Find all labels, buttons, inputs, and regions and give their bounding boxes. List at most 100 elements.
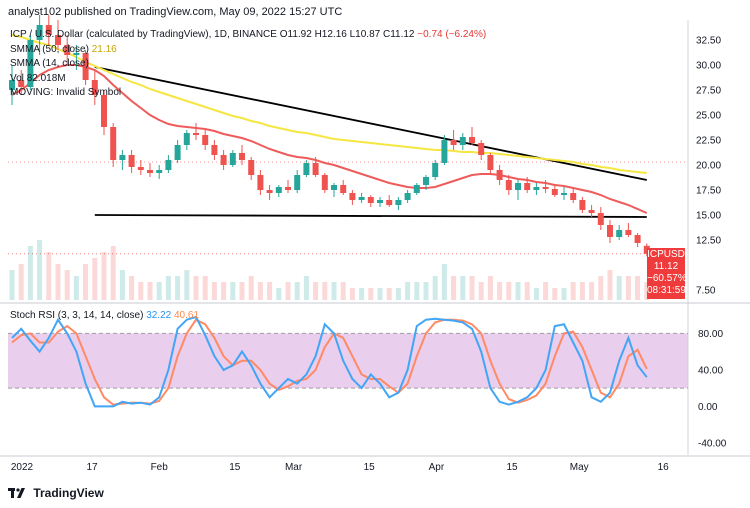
volume-bar [83,264,89,300]
candle [441,135,448,165]
candle [27,35,34,90]
candle [119,150,126,170]
candle [137,160,144,175]
candle [340,180,347,195]
stoch-rsi-legend[interactable]: Stoch RSI (3, 3, 14, 14, close) 32.22 40… [10,310,199,321]
candle [294,170,301,193]
volume-bar [46,252,52,300]
candle-body [321,175,328,190]
candle [257,170,264,195]
candle-body [634,235,641,243]
candle-body [524,183,531,190]
vol-value: 82.018M [26,72,66,84]
candle [147,163,153,177]
candle [211,140,218,160]
candle-body [349,193,356,200]
vol-label: Vol [10,72,24,84]
candle-body [128,155,135,167]
volume-bar [303,276,309,300]
sma50-label: SMMA (50, close) [10,43,89,55]
symbol-title[interactable]: ICP / U.S. Dollar (calculated by Trading… [10,29,277,40]
candle-body [367,197,374,203]
volume-bar [285,282,291,300]
moving-averages [11,34,648,214]
candle-body [183,133,190,145]
price-tick-label: 7.50 [696,286,716,297]
publisher-line: analyst102 published on TradingView.com,… [8,6,342,18]
candle-body [285,187,291,190]
volume-bar [386,288,392,300]
candle-body [579,200,586,210]
candle [110,123,117,167]
candle-body [551,189,558,195]
symbol-row: ICP / U.S. Dollar (calculated by Trading… [10,28,486,43]
volume-bar [55,264,61,300]
candle [524,177,531,193]
candle [45,15,52,45]
candle-body [101,95,107,127]
volume-bar [368,288,374,300]
volume-bar [589,282,595,300]
candle-body [119,155,126,160]
candle-body [505,180,512,190]
tradingview-brand[interactable]: TradingView [8,486,104,501]
candle-body [496,170,503,180]
candle [331,183,337,197]
candle [496,165,503,185]
candle [616,225,623,240]
price-tick-label: 17.50 [696,186,721,197]
price-axis: 32.50 30.00 27.50 25.00 22.50 20.00 17.50 15.00… [696,36,727,450]
candle-body [331,185,337,190]
volume-bar [423,282,429,300]
candle [377,197,383,207]
candle-body [432,163,439,177]
candle [579,197,586,213]
volume-bar [570,282,576,300]
price-tick-label: 25.00 [696,111,721,122]
moving-row[interactable]: MOVING: Invalid Symbol [10,86,486,101]
time-tick-label: 15 [229,462,241,473]
volume-bar [267,282,273,300]
candle-body [570,193,577,200]
volume-bar [432,276,438,300]
volume-bar [506,282,512,300]
candle [183,130,190,150]
candle [275,185,282,197]
candle-body [82,53,89,80]
volume-bar [257,282,263,300]
sma50-row[interactable]: SMMA (50, close) 21.16 [10,43,486,58]
candle-body [36,25,43,40]
sma14-row[interactable]: SMMA (14, close) [10,57,486,72]
candle-body [478,143,485,155]
candle-body [45,25,52,35]
volume-row[interactable]: Vol 82.018M [10,72,486,87]
candle-body [404,193,411,200]
stoch-rsi-tick-label: 40.00 [698,365,723,376]
candle-body [55,35,61,45]
candle [386,195,393,207]
price-tick-label: 20.00 [696,161,721,172]
volume-bar [331,282,337,300]
time-tick-label: 16 [658,462,670,473]
volume-bar [533,288,539,300]
candle [432,160,439,180]
volume-bar [625,276,631,300]
trendline [94,214,647,218]
candle [349,190,356,205]
candle [229,150,236,167]
volume-bar [37,240,43,300]
candle [55,20,61,50]
candle [404,190,411,203]
candle [469,127,475,145]
candle-body [275,187,282,193]
stoch-rsi-tick-label: 0.00 [698,402,718,413]
candle [561,187,567,200]
volume-bar [202,276,208,300]
candle [551,185,558,197]
candlesticks [9,15,650,257]
candle-body [27,40,34,87]
candle [303,160,310,177]
volume-bar [129,276,135,300]
price-tick-label: 27.50 [696,86,721,97]
